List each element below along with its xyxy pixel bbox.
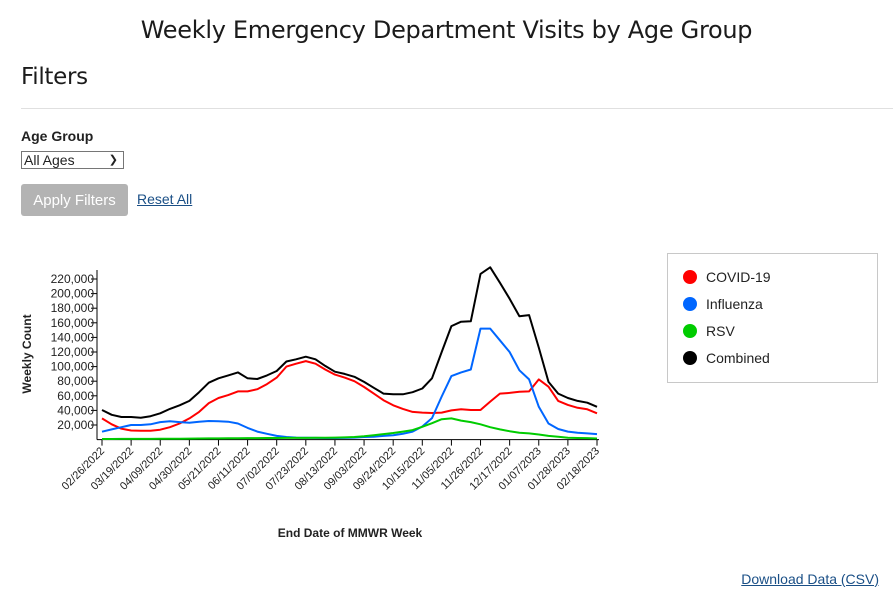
- age-group-select[interactable]: All Ages ❯: [21, 151, 124, 169]
- legend-dot-combined-icon: [683, 351, 697, 365]
- legend-dot-rsv-icon: [683, 324, 697, 338]
- page-title: Weekly Emergency Department Visits by Ag…: [140, 16, 753, 44]
- y-tick-label: 180,000: [51, 301, 95, 315]
- legend-item-covid[interactable]: COVID-19: [683, 269, 771, 285]
- series-line-covid-19[interactable]: [101, 360, 598, 432]
- legend-item-combined[interactable]: Combined: [683, 350, 770, 366]
- y-tick-label: 100,000: [51, 360, 95, 374]
- series-lines: [101, 266, 598, 440]
- legend-item-influenza[interactable]: Influenza: [683, 296, 763, 312]
- chevron-down-icon: ❯: [108, 154, 118, 166]
- age-group-label: Age Group: [21, 128, 94, 144]
- legend-dot-influenza-icon: [683, 297, 697, 311]
- legend-item-rsv[interactable]: RSV: [683, 323, 735, 339]
- series-line-combined[interactable]: [101, 266, 598, 419]
- y-axis: 20,00040,00060,00080,000100,000120,00014…: [51, 270, 98, 440]
- line-chart: 20,00040,00060,00080,000100,000120,00014…: [20, 266, 602, 540]
- y-tick-label: 80,000: [57, 374, 94, 388]
- y-tick-label: 60,000: [57, 389, 94, 403]
- y-tick-label: 160,000: [51, 316, 95, 330]
- y-tick-label: 40,000: [57, 403, 94, 417]
- y-tick-label: 220,000: [51, 272, 95, 286]
- legend-label: COVID-19: [706, 269, 771, 285]
- x-axis-label: End Date of MMWR Week: [278, 526, 423, 540]
- chart-legend: COVID-19 Influenza RSV Combined: [667, 253, 878, 383]
- legend-dot-covid-icon: [683, 270, 697, 284]
- series-line-rsv[interactable]: [102, 417, 598, 440]
- series-line-influenza[interactable]: [101, 327, 598, 439]
- legend-label: Combined: [706, 350, 770, 366]
- y-tick-label: 120,000: [51, 345, 95, 359]
- download-csv-link[interactable]: Download Data (CSV): [741, 571, 879, 587]
- x-axis: 02/26/202203/19/202204/09/202204/30/2022…: [60, 439, 602, 493]
- y-tick-label: 140,000: [51, 330, 95, 344]
- apply-filters-button[interactable]: Apply Filters: [21, 184, 128, 216]
- y-tick-label: 20,000: [57, 418, 94, 432]
- divider: [21, 108, 893, 109]
- y-axis-label: Weekly Count: [20, 314, 34, 393]
- legend-label: RSV: [706, 323, 735, 339]
- y-tick-label: 200,000: [51, 287, 95, 301]
- age-group-selected-value: All Ages: [24, 152, 75, 168]
- filters-heading: Filters: [21, 64, 88, 90]
- reset-all-link[interactable]: Reset All: [137, 191, 193, 207]
- legend-label: Influenza: [706, 296, 763, 312]
